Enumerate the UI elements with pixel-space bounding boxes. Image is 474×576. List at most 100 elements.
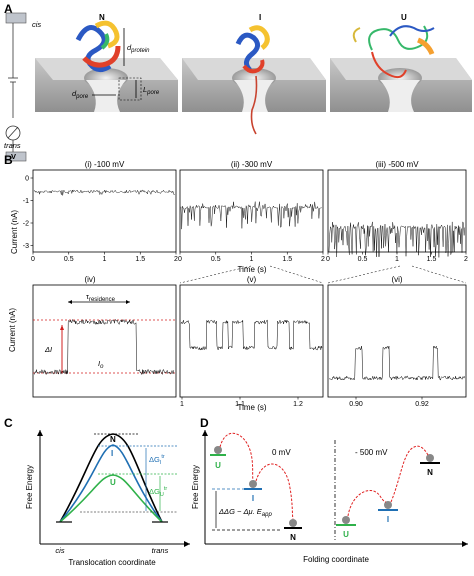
c-x-trans: trans bbox=[152, 546, 169, 555]
panel-c-letter: C bbox=[4, 416, 13, 430]
x-tick-3-3: 1.5 bbox=[427, 256, 437, 263]
zoom-v-xtick-1: 1.1 bbox=[235, 401, 245, 408]
zoom-vi-title: (vi) bbox=[391, 275, 402, 284]
x-tick-3-2: 1 bbox=[395, 256, 399, 263]
delta-i-label: ΔI bbox=[44, 345, 52, 354]
zoom-connector-v-left bbox=[179, 265, 252, 284]
delta-i-arrowhead bbox=[60, 325, 64, 330]
trace-signal-1 bbox=[33, 189, 175, 196]
zoom-vi-xtick-0: 0.90 bbox=[349, 401, 363, 408]
x-tick-2-3: 1.5 bbox=[282, 256, 292, 263]
trace-title-1: (i) -100 mV bbox=[85, 160, 125, 169]
l-pore-label: Lpore bbox=[143, 85, 160, 96]
zoom-connector-vi-right bbox=[411, 265, 467, 284]
protein-unfolded bbox=[352, 25, 435, 79]
trace-title-3: (iii) -500 mV bbox=[375, 160, 419, 169]
d-left-u-label: U bbox=[215, 461, 221, 470]
zoom-v-title: (v) bbox=[247, 275, 257, 284]
x-tick-2-4: 2 bbox=[321, 256, 325, 263]
d-left-i-label: I bbox=[252, 494, 254, 503]
c-label-i: I bbox=[111, 449, 113, 458]
c-ylabel: Free Energy bbox=[25, 465, 34, 509]
d-left-barrier-1 bbox=[219, 433, 254, 481]
c-dg-i-label: ΔGItr bbox=[149, 454, 165, 466]
x-tick-1-4: 2 bbox=[174, 256, 178, 263]
panel-b-letter: B bbox=[4, 153, 13, 167]
y-tick-0: 0 bbox=[25, 176, 29, 183]
trace-signal-2 bbox=[180, 201, 322, 230]
d-right-voltage: - 500 mV bbox=[355, 448, 388, 457]
membrane-n bbox=[35, 58, 178, 112]
membrane-u bbox=[330, 58, 472, 112]
zoom-vi-xtick-1: 0.92 bbox=[415, 401, 429, 408]
d-left-barrier-2 bbox=[255, 463, 294, 520]
c-label-u: U bbox=[110, 478, 116, 487]
inset-iv bbox=[32, 284, 177, 398]
zoom-connector-v-right bbox=[269, 265, 324, 284]
x-tick-1-0: 0 bbox=[31, 256, 35, 263]
zoom-v-signal bbox=[180, 319, 323, 351]
y-tick-1: -1 bbox=[23, 198, 29, 205]
bottom-xlabel: Time (s) bbox=[237, 403, 266, 412]
zoom-v: (v) 1 1.1 1.2 bbox=[179, 275, 324, 408]
zoom-vi: (vi) 0.90 0.92 bbox=[327, 275, 467, 408]
d-left-u-ball bbox=[214, 446, 222, 454]
d-right-barrier-2 bbox=[390, 445, 429, 503]
membrane-i bbox=[182, 58, 326, 112]
x-tick-2-0: 0 bbox=[178, 256, 182, 263]
d-right-u-ball bbox=[342, 516, 350, 524]
d-right-n-label: N bbox=[427, 468, 433, 477]
inset-label: (iv) bbox=[84, 275, 95, 284]
protein-intermediate bbox=[235, 25, 270, 135]
top-xlabel: Time (s) bbox=[237, 265, 266, 274]
x-tick-2-2: 1 bbox=[250, 256, 254, 263]
energy-diagram-c bbox=[37, 430, 190, 547]
state-label-u: U bbox=[401, 13, 407, 22]
c-label-n: N bbox=[110, 435, 116, 444]
circuit-cis-label: cis bbox=[32, 20, 41, 29]
trace-box-1: (i) -100 mV 0 0.5 1 1.5 2 0 -1 -2 -3 bbox=[23, 160, 178, 263]
trace-box-2: (ii) -300 mV 0 0.5 1 1.5 2 bbox=[178, 160, 325, 263]
trace-box-3: (iii) -500 mV 0 0.5 1 1.5 2 bbox=[326, 160, 468, 263]
d-right-barrier-1 bbox=[347, 490, 387, 517]
d-left-i-ball bbox=[249, 480, 257, 488]
circuit-trans-label: trans bbox=[4, 141, 21, 150]
d-protein-label: dprotein bbox=[127, 43, 150, 54]
d-right-n-ball bbox=[426, 454, 434, 462]
d-left-n-label: N bbox=[290, 533, 296, 542]
panel-d-letter: D bbox=[200, 416, 209, 430]
c-xlabel: Translocation coordinate bbox=[68, 558, 156, 567]
curve-i bbox=[59, 444, 163, 523]
state-label-i: I bbox=[259, 13, 261, 22]
d-equation: ΔΔG − Δμ. Eapp bbox=[218, 507, 272, 518]
c-dg-u-label: ΔGUtr bbox=[149, 486, 167, 498]
d-right-i-label: I bbox=[387, 515, 389, 524]
inset-signal bbox=[33, 318, 175, 375]
circuit-diagram bbox=[5, 12, 27, 162]
y-tick-2: -2 bbox=[23, 221, 29, 228]
c-x-cis: cis bbox=[55, 546, 64, 555]
d-right-u-label: U bbox=[343, 530, 349, 539]
protein-native bbox=[75, 20, 121, 72]
zoom-v-xtick-0: 1 bbox=[180, 401, 184, 408]
i0-label: Io bbox=[98, 359, 104, 370]
l-pore-box bbox=[118, 77, 142, 101]
zoom-v-xtick-2: 1.2 bbox=[293, 401, 303, 408]
state-label-n: N bbox=[99, 13, 105, 22]
energy-diagram-d bbox=[202, 430, 468, 547]
x-tick-2-1: 0.5 bbox=[211, 256, 221, 263]
d-pore-label: dpore bbox=[72, 89, 89, 100]
bottom-ylabel: Current (nA) bbox=[8, 308, 17, 352]
x-tick-1-2: 1 bbox=[103, 256, 107, 263]
bottom-traces: (v) 1 1.1 1.2 (vi) 0.90 0.92 bbox=[32, 275, 467, 408]
panel-a-letter: A bbox=[4, 2, 13, 16]
y-tick-3: -3 bbox=[23, 243, 29, 250]
trace-title-2: (ii) -300 mV bbox=[231, 160, 273, 169]
d-left-n-ball bbox=[289, 519, 297, 527]
circuit-v-label: V bbox=[11, 152, 16, 161]
x-tick-3-0: 0 bbox=[326, 256, 330, 263]
top-traces: (i) -100 mV0 0.5 1 1.5 20-1-2-3(ii) -300 mV0… bbox=[23, 160, 468, 263]
tau-label: τresidence bbox=[86, 292, 116, 303]
x-tick-3-4: 2 bbox=[464, 256, 468, 263]
